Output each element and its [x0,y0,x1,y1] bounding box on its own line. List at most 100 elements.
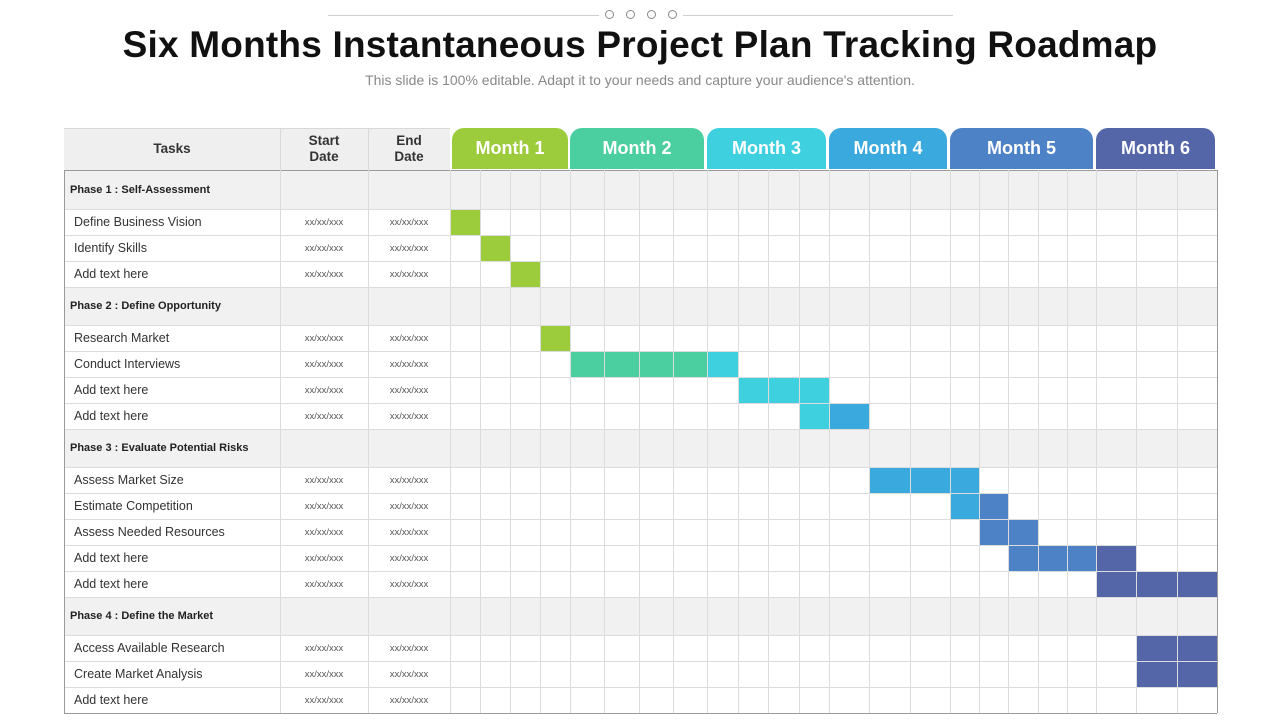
gantt-bar [798,403,830,430]
task-start-date: xx/xx/xxx [304,668,344,680]
table-bottom-line [64,713,1217,714]
grid-column-line [570,170,571,713]
phase-label: Phase 1 : Self-Assessment [70,184,211,196]
task-start-date: xx/xx/xxx [304,332,344,344]
task-label: Assess Needed Resources [74,525,225,539]
header-divider [280,128,281,170]
row-divider [64,661,1217,662]
gantt-bar [950,467,981,494]
grid-column-line [737,170,739,713]
grid-column-line [768,170,769,713]
task-end-date: xx/xx/xxx [389,242,429,254]
gantt-bar [480,235,511,262]
task-label: Conduct Interviews [74,357,181,371]
gantt-bar [1176,661,1218,688]
phase-label: Phase 3 : Evaluate Potential Risks [70,442,249,454]
circle-icon [625,10,635,19]
page-title: Six Months Instantaneous Project Plan Tr… [122,24,1158,65]
month-tab-5: Month 5 [950,128,1093,169]
gantt-bar [829,403,871,430]
task-end-date: xx/xx/xxx [389,332,429,344]
task-end-date: xx/xx/xxx [389,410,429,422]
row-divider [64,597,1217,598]
row-divider [64,287,1217,288]
task-label: Create Market Analysis [74,667,203,681]
month-tab-2: Month 2 [570,128,704,169]
circle-icon [646,10,656,19]
column-header-tasks: Tasks [153,141,191,156]
task-end-date: xx/xx/xxx [389,268,429,280]
grid-column-line [672,170,674,713]
circle-icon [604,10,614,19]
gantt-bar [604,351,640,378]
task-start-date: xx/xx/xxx [304,694,344,706]
phase-label: Phase 4 : Define the Market [70,610,214,622]
gantt-bar [1037,545,1068,572]
header-divider [368,128,369,170]
row-divider [64,403,1217,404]
gantt-bar [909,467,951,494]
phase-row-background [64,429,1217,467]
task-label: Add text here [74,409,149,423]
gantt-bar [1176,571,1218,598]
table-left-border [64,170,65,713]
row-divider [64,351,1217,352]
task-start-date: xx/xx/xxx [304,474,344,486]
gantt-bar [1136,661,1178,688]
task-start-date: xx/xx/xxx [304,500,344,512]
gantt-bar [638,351,674,378]
gantt-bar [570,351,606,378]
task-label: Add text here [74,267,149,281]
phase-row-background [64,171,1217,209]
row-divider [64,261,1217,262]
gantt-bar [768,377,800,404]
row-divider [64,519,1217,520]
task-end-date: xx/xx/xxx [389,578,429,590]
column-header-start-date: Start Date [308,133,340,164]
row-divider [64,429,1217,430]
task-label: Add text here [74,693,149,707]
grid-column-line [1096,170,1097,713]
grid-column-line [979,170,981,713]
gantt-bar [950,493,981,520]
circle-icon [667,10,677,19]
phase-row-background [64,597,1217,635]
month-tab-3: Month 3 [707,128,826,169]
grid-column-line [1176,170,1178,713]
task-end-date: xx/xx/xxx [389,552,429,564]
grid-column-line [909,170,911,713]
task-end-date: xx/xx/xxx [389,642,429,654]
gantt-bar [1066,545,1097,572]
row-divider [64,235,1217,236]
month-tab-1: Month 1 [452,128,568,169]
task-end-date: xx/xx/xxx [389,500,429,512]
grid-column-line [869,170,871,713]
task-label: Add text here [74,577,149,591]
gantt-bar [1136,571,1178,598]
table-right-border [1217,170,1218,713]
task-label: Identify Skills [74,241,147,255]
grid-column-line [540,170,541,713]
row-divider [64,209,1217,210]
phase-label: Phase 2 : Define Opportunity [70,300,221,312]
gantt-bar [450,209,481,236]
task-start-date: xx/xx/xxx [304,526,344,538]
task-label: Access Available Research [74,641,225,655]
gantt-bar [510,261,541,288]
gantt-bar [1008,519,1039,546]
grid-column-line [510,170,511,713]
row-divider [64,467,1217,468]
task-start-date: xx/xx/xxx [304,410,344,422]
gantt-bar [737,377,769,404]
header-bottom-line [64,170,1217,171]
task-end-date: xx/xx/xxx [389,474,429,486]
row-divider [64,635,1217,636]
task-start-date: xx/xx/xxx [304,552,344,564]
gantt-bar [672,351,708,378]
task-end-date: xx/xx/xxx [389,358,429,370]
row-divider [64,493,1217,494]
task-start-date: xx/xx/xxx [304,384,344,396]
grid-column-line [829,170,830,713]
task-start-date: xx/xx/xxx [304,242,344,254]
grid-column-line [1066,170,1068,713]
